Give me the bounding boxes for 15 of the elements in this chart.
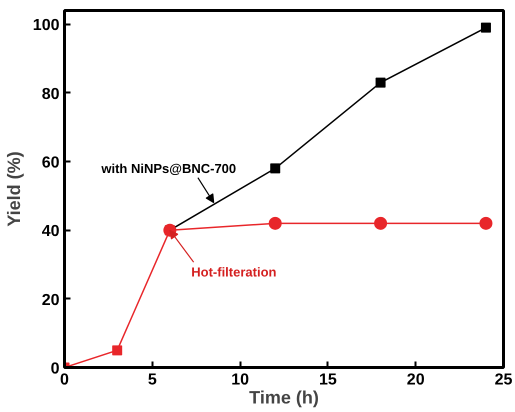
y-tick-label: 100 [32,17,60,34]
y-tick-label: 0 [50,360,60,378]
x-tick-label: 20 [406,372,425,388]
y-tick-label: 80 [42,86,60,103]
x-tick-label: 5 [148,372,157,388]
annotation: Hot-filteration [191,264,277,280]
x-tick-label: 25 [494,372,512,388]
y-tick-label: 60 [42,154,60,172]
annotation: with NiNPs@BNC-700 [100,161,236,176]
x-tick-label: 10 [231,372,250,388]
x-axis-title: Time (h) [249,388,319,408]
y-tick-label: 40 [42,223,60,240]
y-axis-title: Yield (%) [4,151,24,227]
x-tick-label: 15 [319,372,337,388]
y-tick-label: 20 [42,292,60,309]
